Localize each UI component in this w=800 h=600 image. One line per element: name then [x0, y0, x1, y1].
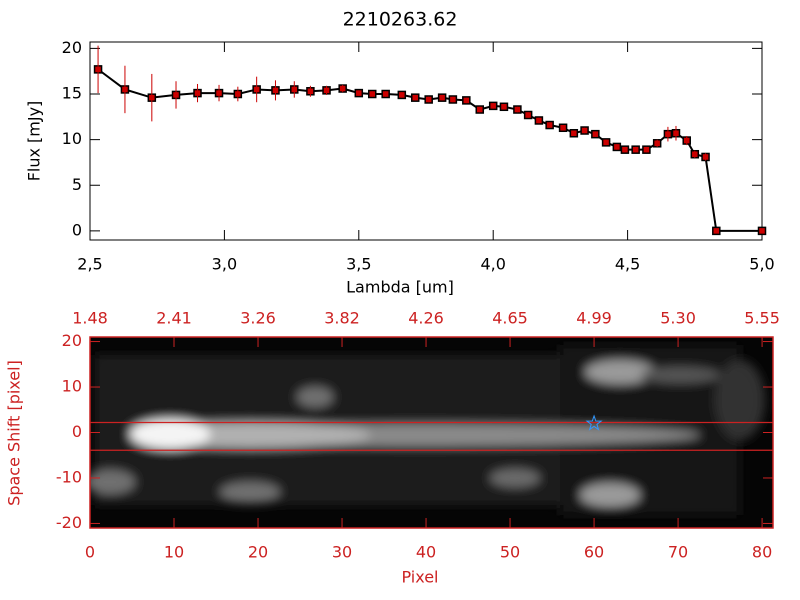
y-axis-label: Space Shift [pixel] — [5, 360, 24, 506]
x-tick-label: 40 — [416, 543, 436, 562]
x-tick-label: 3,0 — [212, 255, 237, 274]
x-tick-label: 2,5 — [77, 255, 102, 274]
y-tick-label: 5 — [72, 175, 82, 194]
x2-tick-label: 3.82 — [324, 309, 360, 328]
x-axis-label: Pixel — [401, 568, 438, 587]
x2-tick-label: 4.26 — [408, 309, 444, 328]
x-tick-label: 50 — [500, 543, 520, 562]
x-tick-label: 80 — [752, 543, 772, 562]
x-tick-label: 3,5 — [346, 255, 371, 274]
image — [90, 337, 773, 528]
x-axis-label: Lambda [um] — [346, 278, 454, 297]
x2-tick-label: 2.41 — [156, 309, 192, 328]
chart-title: 2210263.62 — [343, 9, 458, 31]
x-tick-label: 4,5 — [615, 255, 640, 274]
y-tick-label: -10 — [56, 467, 82, 486]
x2-tick-label: 1.48 — [72, 309, 108, 328]
y-axis-label: Flux [mJy] — [25, 101, 44, 182]
x2-tick-label: 3.26 — [240, 309, 276, 328]
x-tick-label: 4,0 — [480, 255, 505, 274]
y-tick-label: 15 — [62, 84, 82, 103]
spectrum-line — [97, 68, 762, 232]
y-tick-label: 20 — [62, 38, 82, 57]
plot-area — [93, 65, 767, 236]
data-point — [757, 226, 767, 236]
star-marker — [585, 414, 603, 431]
image-blobs — [90, 345, 765, 515]
y-tick-label: 0 — [72, 422, 82, 441]
x-tick-label: 5,0 — [749, 255, 774, 274]
x-tick-label: 70 — [668, 543, 688, 562]
x-tick-label: 30 — [332, 543, 352, 562]
x-tick-label: 60 — [584, 543, 604, 562]
x-tick-label: 0 — [85, 543, 95, 562]
x2-tick-label: 4.65 — [492, 309, 528, 328]
y-tick-label: -20 — [56, 513, 82, 532]
x-tick-label: 20 — [248, 543, 268, 562]
x2-tick-label: 5.55 — [744, 309, 780, 328]
y-tick-label: 10 — [62, 377, 82, 396]
x-tick-label: 10 — [164, 543, 184, 562]
x2-tick-label: 5.30 — [660, 309, 696, 328]
data-point — [712, 226, 721, 236]
y-tick-label: 20 — [62, 331, 82, 350]
y-tick-label: 10 — [62, 129, 82, 148]
y-tick-label: 0 — [72, 220, 82, 239]
x2-tick-label: 4.99 — [576, 309, 612, 328]
plot-frame — [89, 41, 763, 241]
